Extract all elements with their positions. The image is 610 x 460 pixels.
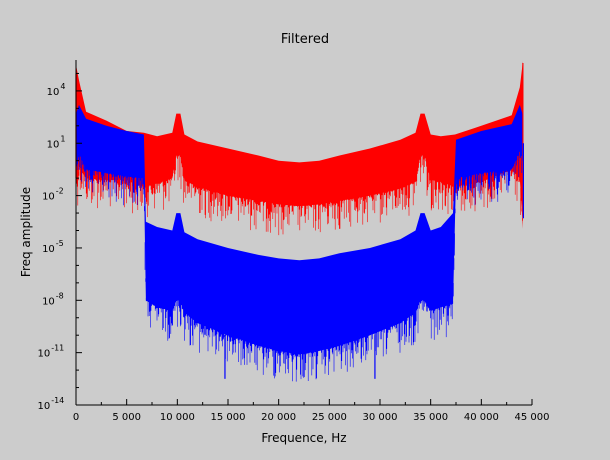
x-tick-label: 20 000	[261, 412, 296, 423]
y-tick-label: 10	[47, 87, 60, 98]
x-tick-label: 15 000	[211, 412, 246, 423]
x-tick-label: 10 000	[160, 412, 195, 423]
chart-title: Filtered	[281, 32, 329, 47]
y-tick-exponent: 4	[60, 82, 65, 91]
y-tick-label: 10	[47, 139, 60, 150]
series-1-band	[76, 61, 523, 229]
y-tick-label: 10	[42, 296, 55, 307]
y-axis-label: Freq amplitude	[19, 187, 33, 277]
y-tick-exponent: 1	[60, 134, 65, 143]
y-tick-label: 10	[37, 401, 50, 412]
y-tick-label: 10	[42, 192, 55, 203]
y-tick-exponent: -11	[51, 344, 64, 353]
y-tick-label: 10	[37, 349, 50, 360]
x-tick-label: 40 000	[464, 412, 499, 423]
y-tick-exponent: -14	[51, 396, 64, 405]
y-tick-label: 10	[42, 244, 55, 255]
x-axis-ticks: 0 5 000 10 000 15 000 20 000 25 000 30 000 35 0…	[73, 399, 550, 423]
plot-area	[75, 61, 524, 382]
x-tick-label: 5 000	[112, 412, 141, 423]
x-tick-label: 30 000	[363, 412, 398, 423]
x-tick-label: 45 000	[515, 412, 550, 423]
x-axis-label: Frequence, Hz	[261, 431, 346, 445]
x-tick-label: 35 000	[413, 412, 448, 423]
series-2-band	[76, 104, 523, 355]
y-tick-exponent: -2	[56, 187, 64, 196]
x-tick-label: 25 000	[312, 412, 347, 423]
y-tick-exponent: -5	[56, 239, 64, 248]
y-tick-exponent: -8	[56, 291, 64, 300]
x-tick-label: 0	[73, 412, 79, 423]
